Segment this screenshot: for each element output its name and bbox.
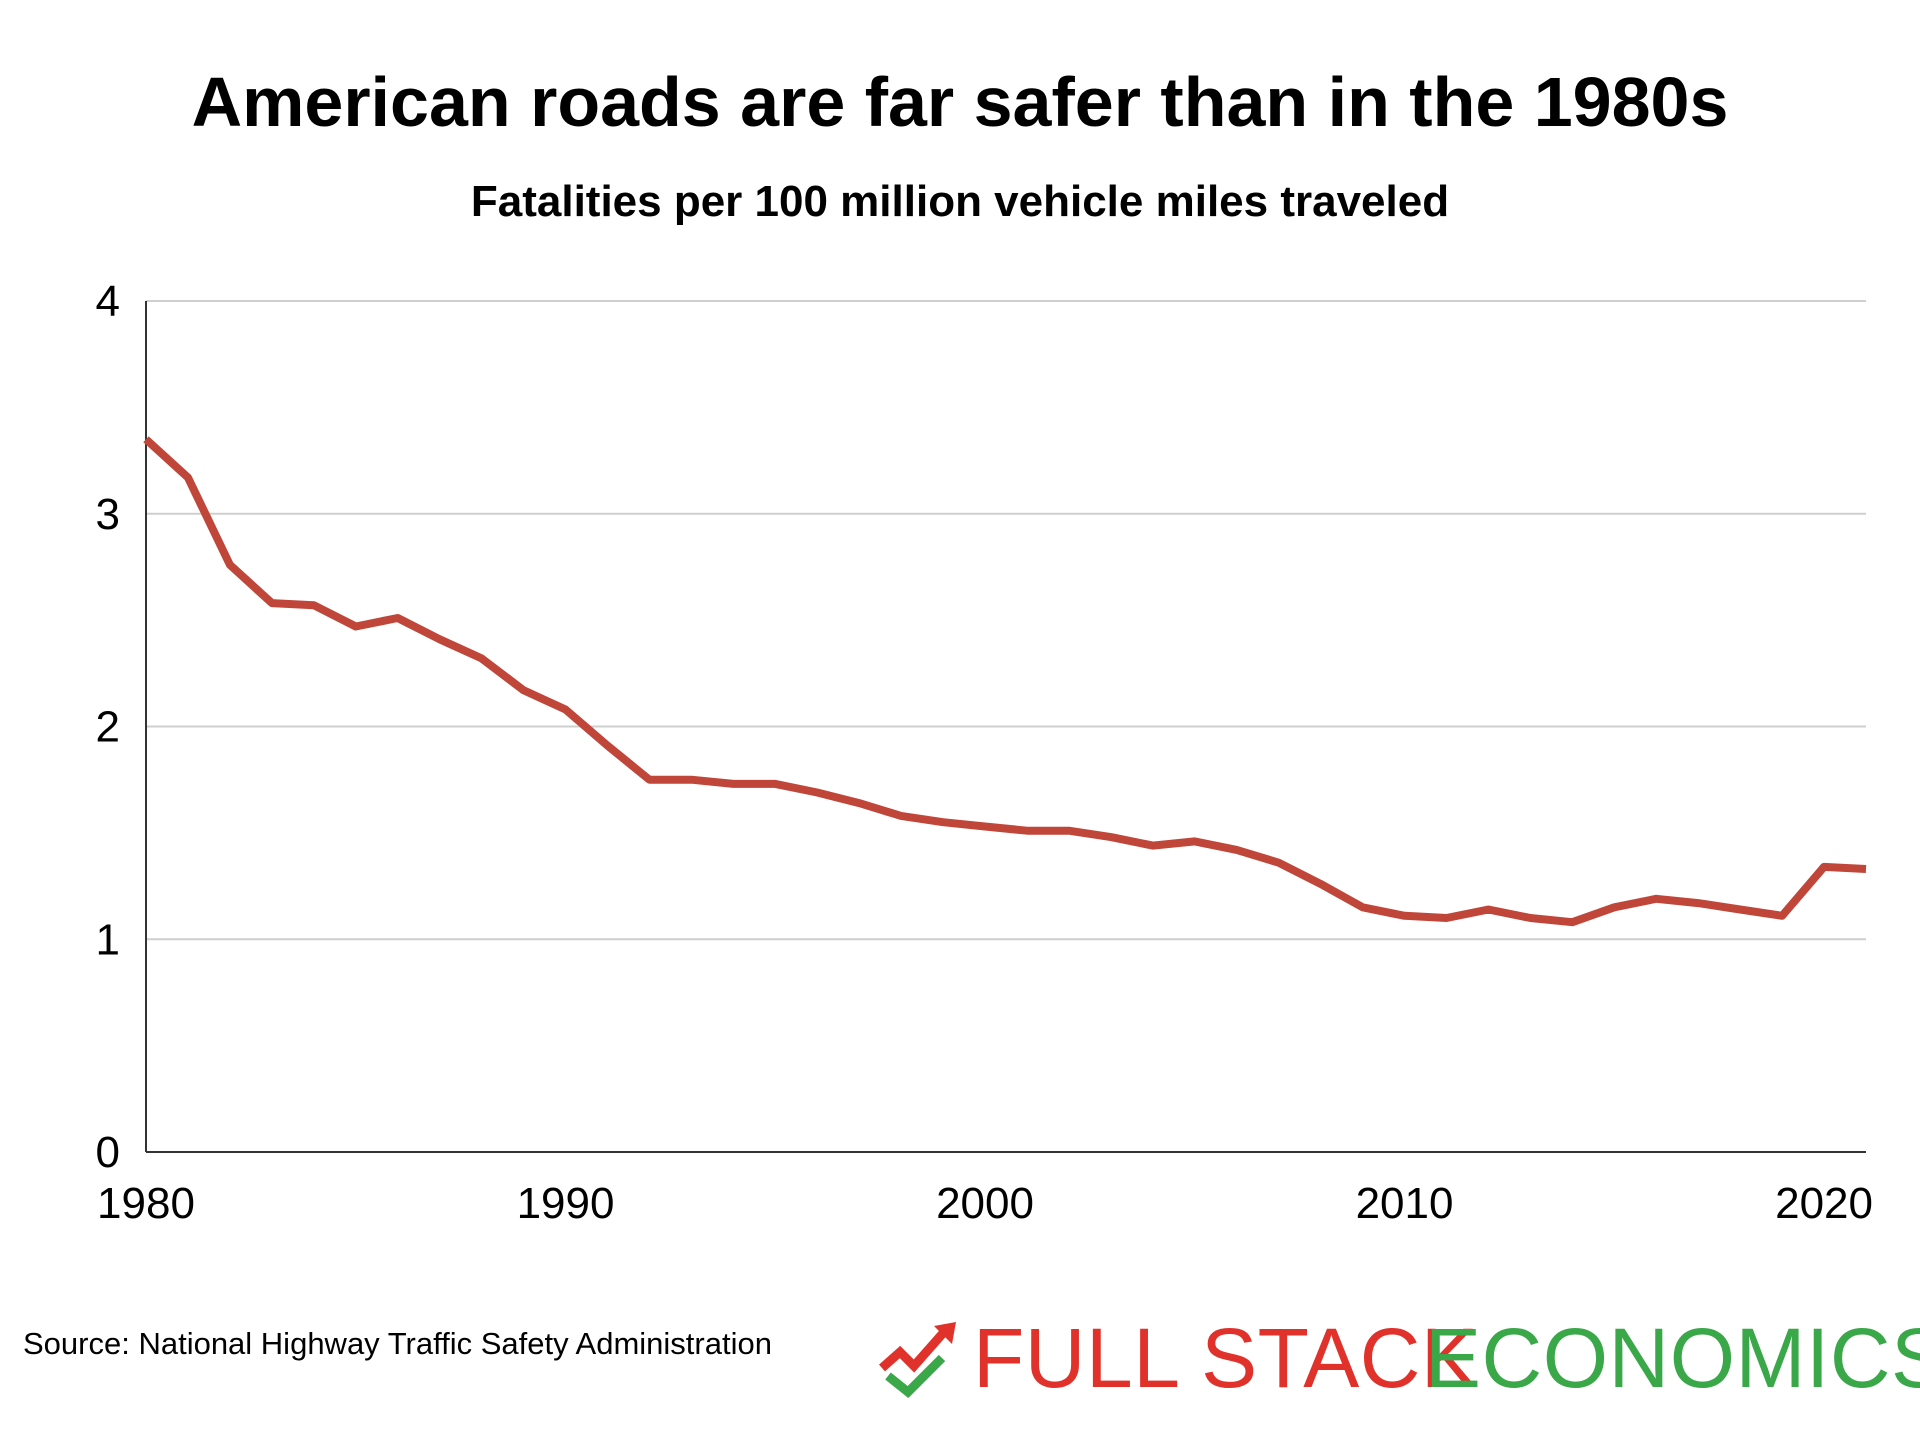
gridlines: [146, 300, 1866, 941]
tick-labels: 0 1 2 3 4 1980 1990 2000 2010 2020: [96, 277, 1873, 1228]
y-tick-label: 3: [96, 490, 120, 539]
x-tick-label: 1980: [97, 1179, 195, 1228]
x-tick-label: 2010: [1356, 1179, 1454, 1228]
series-line-0: [143, 436, 1867, 927]
source-note: Source: National Highway Traffic Safety …: [23, 1326, 772, 1361]
series-lines: [143, 436, 1867, 927]
y-tick-label: 4: [96, 277, 120, 326]
trend-check-icon: [879, 1322, 956, 1398]
x-tick-label: 1990: [517, 1179, 615, 1228]
x-tick-label: 2000: [936, 1179, 1034, 1228]
line-chart: 0 1 2 3 4 1980 1990 2000 2010 2020: [96, 277, 1873, 1228]
chart-subtitle: Fatalities per 100 million vehicle miles…: [470, 177, 1450, 226]
y-tick-label: 1: [96, 915, 120, 964]
y-tick-label: 2: [96, 703, 120, 752]
brand-name-full-stack: FULL STACK: [973, 1311, 1478, 1405]
brand-name-economics: ECONOMICS: [1425, 1311, 1920, 1405]
y-tick-label: 0: [96, 1128, 120, 1177]
x-tick-label: 2020: [1775, 1179, 1873, 1228]
chart-title: American roads are far safer than in the…: [191, 63, 1729, 141]
